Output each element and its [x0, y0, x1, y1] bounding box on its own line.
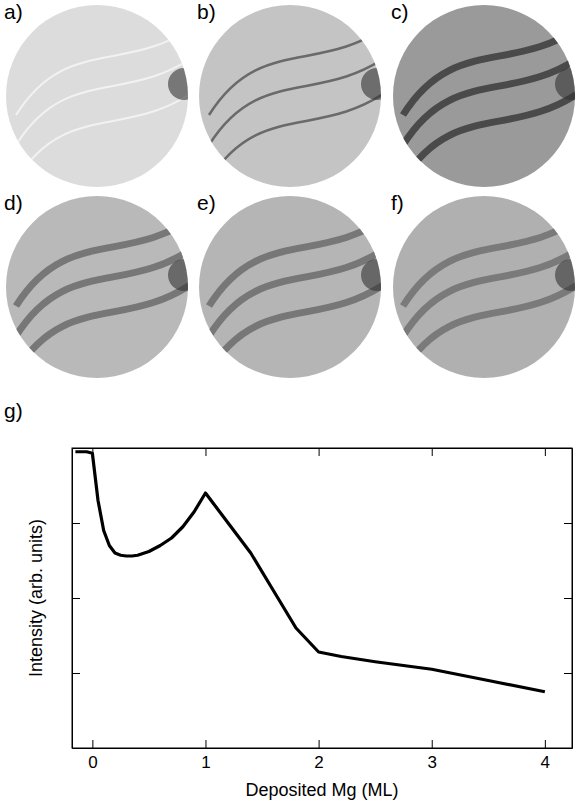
y-tick — [72, 523, 80, 524]
y-tick-mark — [72, 673, 80, 674]
y-tick — [564, 523, 572, 524]
y-tick-mark — [564, 673, 572, 674]
figure: a) b) c) d) e) f) g) 0 1 2 3 4 Deposited Mg (ML) Inte… — [0, 0, 584, 807]
shadow — [555, 259, 584, 291]
micrograph-detail — [403, 25, 584, 180]
y-tick — [564, 598, 572, 599]
x-tick-label: 1 — [201, 753, 210, 772]
x-axis-line — [73, 748, 573, 749]
x-tick — [432, 448, 433, 456]
micrograph-detail — [403, 216, 584, 371]
panel-label: c) — [391, 0, 409, 23]
step-edge — [403, 281, 583, 371]
step-edge — [16, 55, 196, 145]
micrograph-detail — [209, 216, 393, 371]
x-tick-label: 2 — [314, 753, 323, 772]
image-panel — [393, 196, 584, 378]
image-panel — [199, 196, 393, 378]
x-tick-mark — [205, 740, 206, 748]
image-panel — [6, 196, 200, 378]
y-axis-title: Intensity (arb. units) — [26, 519, 46, 677]
x-tick-mark — [205, 448, 206, 456]
y-axis — [72, 449, 80, 749]
x-tick-label: 4 — [541, 753, 550, 772]
plot-area — [75, 452, 544, 692]
y-tick-mark — [564, 598, 572, 599]
x-tick: 3 — [427, 740, 436, 772]
x-axis-title: Deposited Mg (ML) — [245, 780, 398, 800]
y-tick — [72, 673, 80, 674]
y-tick-mark — [72, 523, 80, 524]
x-tick-mark — [92, 740, 93, 748]
panel-label: g) — [4, 399, 23, 422]
x-tick-label: 0 — [88, 753, 97, 772]
step-edge — [209, 55, 389, 145]
y-tick-mark — [564, 523, 572, 524]
x-tick — [319, 448, 320, 456]
x-tick-mark — [432, 740, 433, 748]
x-tick — [205, 448, 206, 456]
x-tick-mark — [545, 740, 546, 748]
step-edge — [209, 281, 389, 371]
panel-label: e) — [197, 191, 216, 214]
x-tick: 0 — [88, 740, 97, 772]
micrograph — [6, 5, 188, 187]
x-tick-mark — [545, 448, 546, 456]
intensity-line — [75, 452, 544, 692]
panel-label: a) — [4, 0, 23, 23]
y-tick — [564, 673, 572, 674]
image-panel — [6, 5, 200, 187]
shadow — [361, 259, 393, 291]
image-panel — [199, 5, 393, 187]
micrograph-detail — [16, 25, 200, 180]
step-edge — [403, 90, 583, 180]
x-axis-line — [73, 448, 573, 449]
shadow — [555, 68, 584, 100]
micrograph-detail — [209, 25, 393, 180]
shadow — [168, 259, 200, 291]
shadow — [361, 68, 393, 100]
y-axis-line — [572, 449, 573, 749]
y-tick-mark — [72, 598, 80, 599]
x-tick-label: 3 — [427, 753, 436, 772]
x-tick: 2 — [314, 740, 323, 772]
x-axis: 0 1 2 3 4 — [73, 740, 573, 772]
x-tick: 4 — [541, 740, 550, 772]
y-tick — [72, 598, 80, 599]
micrograph-detail — [16, 216, 200, 371]
x-axis — [73, 448, 573, 456]
step-edge — [209, 246, 389, 336]
x-tick-mark — [432, 448, 433, 456]
micrograph — [199, 5, 381, 187]
step-edge — [16, 281, 196, 371]
y-axis — [564, 449, 573, 749]
plot-frame — [72, 448, 572, 748]
x-tick-mark — [319, 448, 320, 456]
step-edge — [16, 246, 196, 336]
step-edge — [209, 90, 389, 180]
panel-label: d) — [4, 191, 23, 214]
image-panel — [393, 5, 584, 187]
panel-label: b) — [197, 0, 216, 23]
x-tick — [545, 448, 546, 456]
step-edge — [16, 90, 196, 180]
x-tick-mark — [319, 740, 320, 748]
shadow — [168, 68, 200, 100]
panel-label: f) — [391, 191, 404, 214]
step-edge — [403, 55, 583, 145]
step-edge — [403, 246, 583, 336]
x-tick: 1 — [201, 740, 210, 772]
